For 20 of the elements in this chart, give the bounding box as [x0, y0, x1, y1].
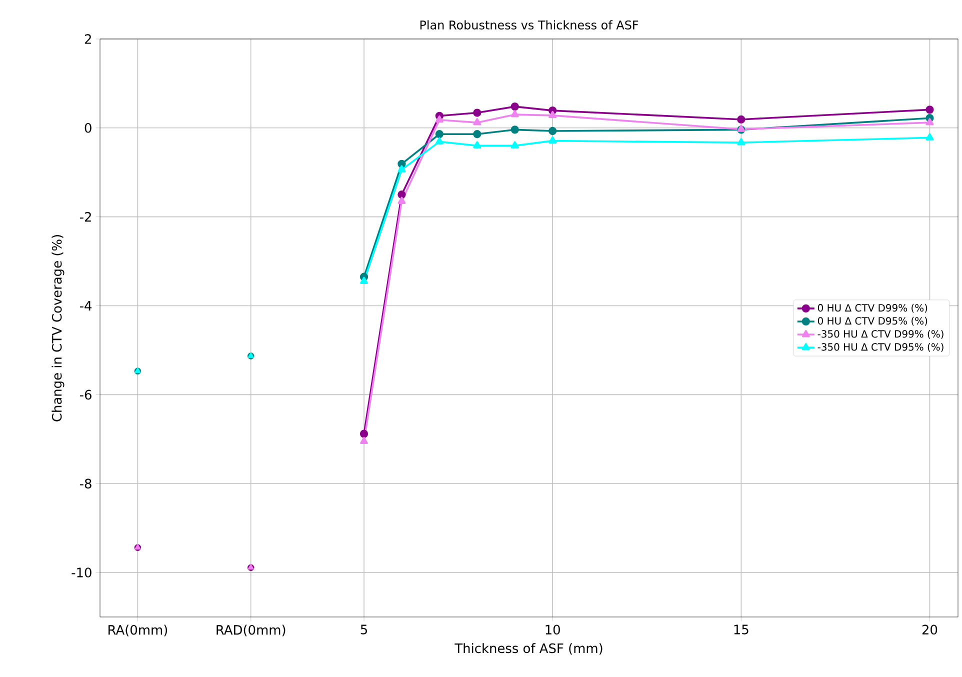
- x-tick-label: RA(0mm): [108, 624, 168, 636]
- x-axis-title: Thickness of ASF (mm): [454, 643, 602, 655]
- y-tick-label: -6: [80, 390, 92, 400]
- y-tick-label: 0: [84, 123, 92, 133]
- x-tick-label: 5: [360, 624, 367, 634]
- legend-label: 0 HU Δ CTV D99% (%): [818, 304, 928, 313]
- x-tick-label: 20: [922, 624, 938, 635]
- legend-label: 0 HU Δ CTV D95% (%): [818, 316, 928, 326]
- legend-label: -350 HU Δ CTV D95% (%): [818, 343, 944, 352]
- y-axis-title: Change in CTV Coverage (%): [52, 235, 64, 422]
- y-tick-label: -2: [80, 212, 91, 222]
- x-tick-label: 15: [734, 624, 748, 634]
- x-tick-label: RAD(0mm): [216, 624, 286, 636]
- chart-title: Plan Robustness vs Thickness of ASF: [420, 20, 638, 30]
- x-tick-label: 10: [546, 624, 560, 635]
- legend-label: -350 HU Δ CTV D99% (%): [818, 330, 944, 339]
- y-tick-label: 2: [84, 34, 91, 44]
- y-tick-label: -8: [80, 478, 92, 488]
- y-tick-label: -10: [72, 568, 92, 578]
- y-tick-label: -4: [80, 301, 92, 310]
